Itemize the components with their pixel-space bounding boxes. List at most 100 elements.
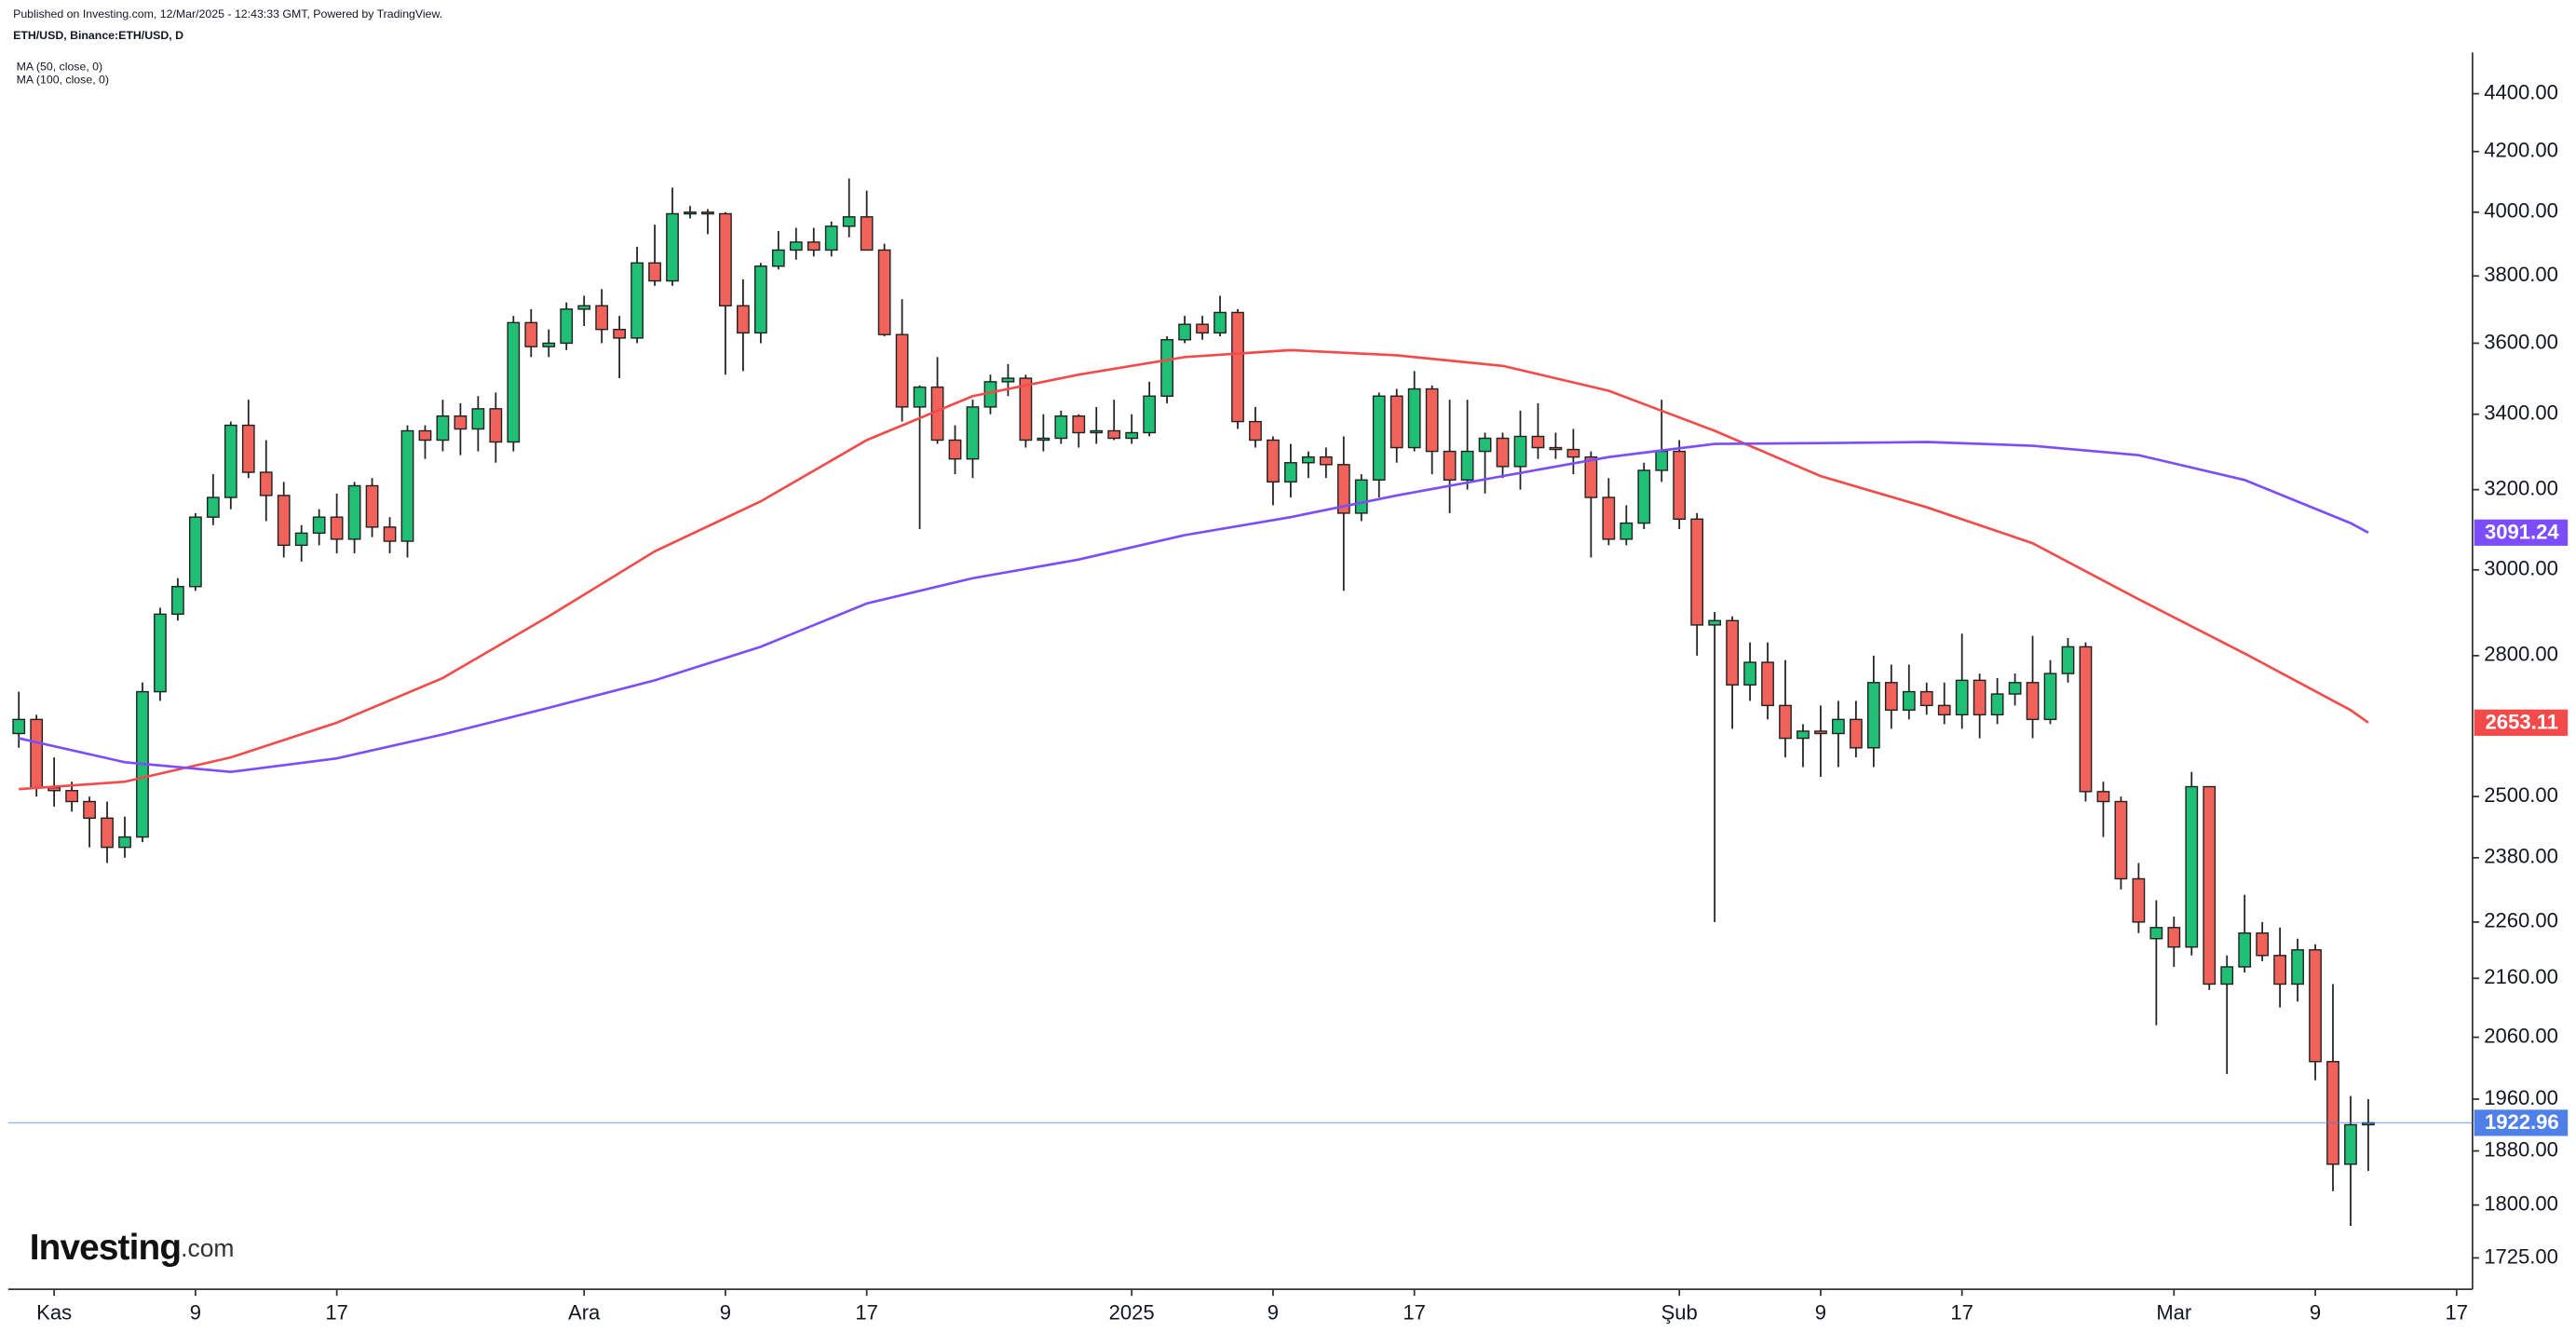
candle-body [1973, 679, 1986, 716]
candle-body [913, 386, 927, 408]
x-tick-label: 17 [855, 1300, 878, 1324]
x-tick-label: 2025 [1109, 1300, 1155, 1324]
candle-body [1213, 311, 1227, 334]
candle-body [507, 321, 521, 443]
candle-body [347, 484, 361, 540]
candle-body [101, 817, 114, 849]
candle-body [2309, 949, 2322, 1063]
candle-body [154, 613, 167, 693]
candle-body [2256, 932, 2270, 957]
y-tick-label: 3000.00 [2484, 557, 2558, 580]
candle-body [1796, 730, 1810, 740]
candle-body [1690, 518, 1704, 626]
candle-body [259, 471, 273, 496]
candle-body [630, 262, 644, 339]
candle-body [1866, 682, 1880, 749]
candle-body [418, 429, 432, 442]
candle-body [1761, 661, 1774, 707]
candle-body [1902, 690, 1916, 712]
candle-body [877, 249, 891, 335]
candle-body [2167, 927, 2181, 948]
candle-body [771, 249, 785, 267]
candle-body [171, 586, 184, 616]
candle-body [2149, 927, 2163, 940]
candle-body [312, 516, 326, 535]
ma-price-box [2474, 709, 2569, 736]
candle-body [1620, 522, 1634, 540]
y-tick-label: 1800.00 [2484, 1191, 2558, 1215]
candle-body [577, 305, 591, 310]
candle-body [1425, 387, 1439, 453]
last-price-box [2474, 1109, 2569, 1136]
candle-body [1443, 450, 1457, 481]
ma-line [19, 348, 2369, 791]
candle-body [1019, 377, 1033, 442]
candle-body [595, 305, 609, 331]
legend-ma100: MA (100, close, 0) [17, 74, 109, 87]
y-tick-label: 2060.00 [2484, 1024, 2558, 1047]
candle-body [1125, 431, 1139, 440]
candle-body [807, 241, 820, 251]
candle-body [948, 439, 962, 460]
candle-body [719, 212, 732, 306]
candle-body [2043, 673, 2057, 721]
candle-body [895, 333, 909, 408]
candle-body [2291, 949, 2304, 985]
candle-body [1990, 693, 2004, 716]
y-tick-label: 3400.00 [2484, 401, 2558, 425]
last-price-label: 1922.96 [2485, 1110, 2559, 1134]
candle-body [1779, 704, 1792, 740]
candle-body [12, 718, 26, 735]
candle-body [1513, 435, 1527, 468]
candle-body [2238, 932, 2252, 968]
y-tick-label: 4400.00 [2484, 80, 2558, 103]
y-tick-label: 2800.00 [2484, 643, 2558, 666]
ma-price-label: 2653.11 [2486, 711, 2558, 734]
candle-body [1602, 496, 1616, 540]
x-tick-label: 17 [1403, 1300, 1426, 1324]
candle-body [1372, 395, 1386, 481]
candle-body [2344, 1123, 2357, 1165]
candle-body [1001, 377, 1015, 383]
candle-body [2273, 955, 2286, 985]
candle-body [1107, 429, 1121, 440]
candle-body [1231, 311, 1244, 423]
candle-body [1673, 450, 1687, 521]
candle-body [1566, 448, 1580, 458]
candle-body [1937, 704, 1951, 716]
candle-body [1549, 446, 1563, 451]
candle-body [1637, 469, 1651, 524]
candle-body [1354, 479, 1368, 514]
x-tick-label: 17 [1950, 1300, 1973, 1324]
candle-body [1054, 415, 1068, 440]
candle-body [824, 225, 838, 251]
candle-body [436, 415, 450, 442]
candle-body [701, 211, 714, 215]
candle-body [753, 265, 767, 334]
candle-body [789, 241, 803, 251]
candle-body [860, 216, 874, 251]
candle-body [560, 308, 574, 345]
candle-body [542, 342, 556, 347]
x-tick-label: Ara [568, 1300, 601, 1324]
candle-body [2326, 1061, 2339, 1165]
candle-body [524, 321, 538, 347]
logo-main: Investing [30, 1228, 181, 1268]
candle-body [648, 262, 661, 282]
candle-body [224, 424, 237, 498]
candle-body [1814, 730, 1827, 735]
candle-body [2185, 785, 2199, 948]
candle-body [1390, 395, 1403, 449]
candle-body [2079, 646, 2093, 793]
candle-body [2132, 877, 2146, 923]
ma-price-box [2474, 519, 2569, 546]
x-tick-label: 9 [1268, 1300, 1279, 1324]
candle-body [1037, 437, 1051, 442]
candle-body [118, 836, 131, 849]
candle-body [1655, 450, 1669, 471]
candle-body [1496, 437, 1510, 468]
candle-body [65, 790, 78, 803]
candle-body [1284, 462, 1297, 483]
candle-body [2114, 800, 2128, 880]
candle-body [1143, 395, 1157, 434]
